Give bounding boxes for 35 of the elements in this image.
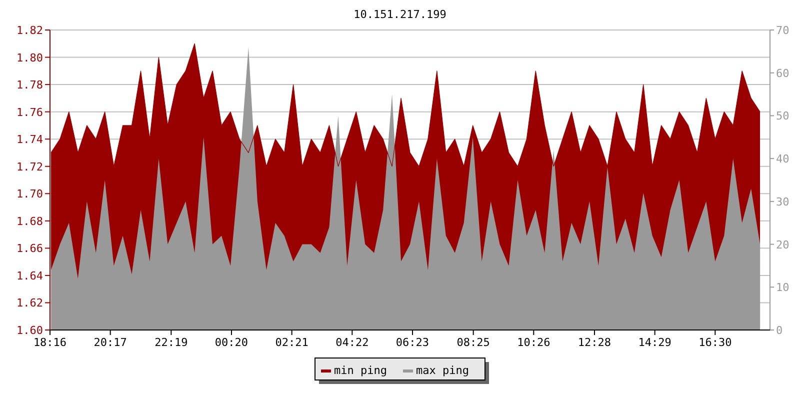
y-tick-label: 1.62 (16, 296, 43, 310)
x-tick-label: 10:26 (517, 336, 550, 349)
y2-tick-label: 0 (776, 324, 783, 337)
y-tick-label: 1.76 (16, 106, 43, 119)
y2-tick-label: 40 (776, 152, 790, 166)
x-tick-label: 16:30 (698, 336, 732, 349)
y-tick-label: 1.64 (16, 269, 44, 282)
x-tick-label: 22:19 (154, 336, 188, 349)
y-tick-label: 1.80 (16, 51, 43, 64)
y-tick-label: 1.72 (16, 160, 43, 174)
y-tick-label: 1.78 (16, 78, 43, 92)
y-tick-label: 1.82 (16, 24, 43, 37)
y-tick-label: 1.66 (16, 242, 43, 256)
y-tick-label: 1.68 (16, 214, 43, 228)
y2-tick-label: 10 (776, 281, 790, 294)
x-tick-label: 18:16 (33, 336, 67, 349)
y2-tick-label: 50 (776, 110, 790, 123)
x-tick-label: 08:25 (456, 336, 490, 349)
x-tick-label: 20:17 (94, 336, 127, 349)
y2-tick-label: 20 (776, 238, 790, 252)
legend-label: min ping (334, 364, 387, 377)
y2-tick-label: 60 (776, 66, 790, 80)
x-tick-label: 02:21 (275, 336, 308, 349)
y2-tick-label: 70 (776, 24, 790, 37)
x-tick-label: 14:29 (638, 336, 672, 349)
y-tick-label: 1.60 (16, 324, 43, 337)
legend-label: max ping (416, 364, 469, 377)
y-tick-label: 1.70 (16, 188, 43, 201)
y-tick-label: 1.74 (16, 133, 44, 146)
x-tick-label: 00:20 (214, 336, 248, 349)
x-tick-label: 04:22 (336, 336, 369, 349)
x-tick-label: 06:23 (396, 336, 430, 349)
y2-tick-label: 30 (776, 195, 790, 208)
chart-title: 10.151.217.199 (354, 8, 446, 21)
x-tick-label: 12:28 (578, 336, 612, 349)
